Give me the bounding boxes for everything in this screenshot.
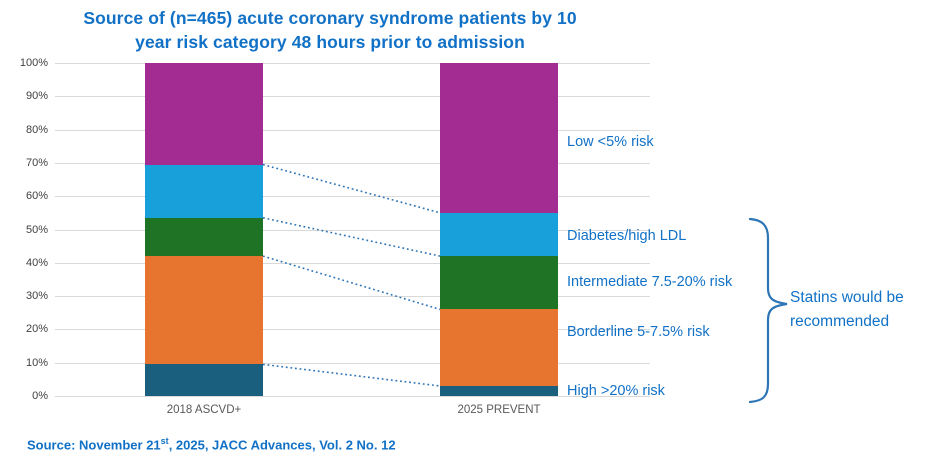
y-axis-tick-label: 10%: [25, 356, 48, 369]
gridline: [55, 329, 650, 331]
x-axis-category-label: 2025 PREVENT: [457, 404, 541, 416]
bar-segment: [145, 217, 263, 257]
y-axis-tick-label: 80%: [25, 123, 48, 136]
x-axis-category-label: 2018 ASCVD+: [166, 404, 242, 416]
segment-label: Intermediate 7.5-20% risk: [567, 274, 733, 290]
bar-segment: [145, 256, 263, 365]
gridline: [55, 362, 650, 364]
y-axis-tick-label: 20%: [25, 323, 48, 336]
bar-segment: [440, 256, 558, 310]
y-axis-tick-label: 60%: [25, 190, 48, 203]
gridline: [55, 129, 650, 131]
gridline: [55, 162, 650, 164]
bar-segment: [145, 364, 263, 396]
chart-title-line1: Source of (n=465) acute coronary syndrom…: [83, 8, 577, 28]
source-note: Source: November 21st, 2025, JACC Advanc…: [27, 436, 396, 452]
gridline: [55, 396, 650, 397]
chart-title: Source of (n=465) acute coronary syndrom…: [0, 6, 660, 54]
y-axis-tick-label: 50%: [25, 223, 48, 236]
segment-connector-dotted-line: [262, 217, 441, 257]
source-note-prefix: Source: November 21: [27, 437, 161, 453]
bar-segment: [440, 309, 558, 386]
bar-segment: [440, 63, 558, 213]
y-axis-tick-label: 0%: [32, 390, 48, 402]
gridline: [55, 63, 650, 64]
gridline: [55, 96, 650, 98]
y-axis-tick-label: 70%: [25, 156, 48, 169]
segment-label: High >20% risk: [567, 383, 665, 399]
segment-label: Low <5% risk: [567, 134, 654, 150]
statins-annotation-line1: Statins would be: [790, 289, 904, 306]
y-axis-tick-label: 30%: [25, 290, 48, 303]
segment-connector-dotted-line: [262, 255, 441, 311]
statins-annotation-line2: recommended: [790, 313, 890, 330]
statins-brace: [748, 217, 788, 404]
bar-segment: [145, 164, 263, 218]
segment-connector-dotted-line: [262, 363, 441, 387]
bar-segment: [145, 63, 263, 165]
bar-segment: [440, 386, 558, 396]
segment-label: Borderline 5-7.5% risk: [567, 324, 710, 340]
bar-segment: [440, 212, 558, 257]
segment-connector-dotted-line: [262, 163, 441, 214]
y-axis-tick-label: 40%: [25, 256, 48, 269]
y-axis-tick-label: 90%: [25, 90, 48, 103]
statins-annotation: Statins would be recommended: [790, 286, 904, 334]
source-note-suffix: , 2025, JACC Advances, Vol. 2 No. 12: [168, 437, 396, 453]
chart-title-line2: year risk category 48 hours prior to adm…: [135, 32, 525, 52]
segment-label: Diabetes/high LDL: [567, 228, 687, 244]
source-note-superscript: st: [160, 436, 169, 446]
y-axis-tick-label: 100%: [19, 57, 48, 69]
